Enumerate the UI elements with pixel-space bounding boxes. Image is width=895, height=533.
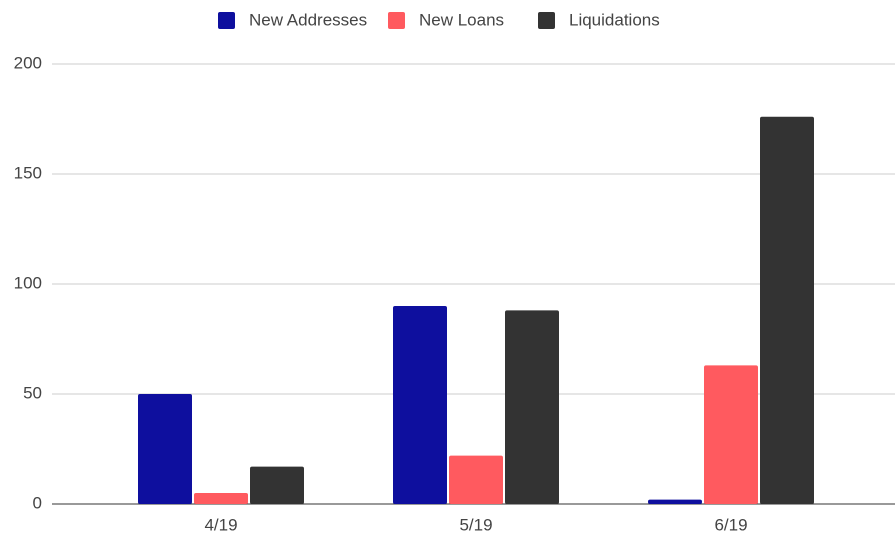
legend-label: New Addresses (249, 10, 367, 29)
legend-swatch (538, 12, 555, 29)
bar (760, 116, 814, 505)
y-tick-label: 100 (14, 273, 42, 292)
y-tick-label: 200 (14, 53, 42, 72)
legend-label: Liquidations (569, 10, 660, 29)
y-tick-label: 0 (33, 493, 42, 512)
x-tick-label: 6/19 (714, 515, 747, 533)
bar (505, 310, 559, 504)
bar (704, 365, 758, 504)
bar (393, 306, 447, 504)
bar (138, 394, 192, 504)
x-tick-label: 4/19 (204, 515, 237, 533)
bar (194, 493, 248, 504)
legend-swatch (218, 12, 235, 29)
y-tick-label: 50 (23, 383, 42, 402)
bar (250, 466, 304, 504)
legend-label: New Loans (419, 10, 504, 29)
legend-swatch (388, 12, 405, 29)
x-tick-label: 5/19 (459, 515, 492, 533)
y-tick-label: 150 (14, 163, 42, 182)
bar (648, 499, 702, 504)
bar (449, 455, 503, 504)
